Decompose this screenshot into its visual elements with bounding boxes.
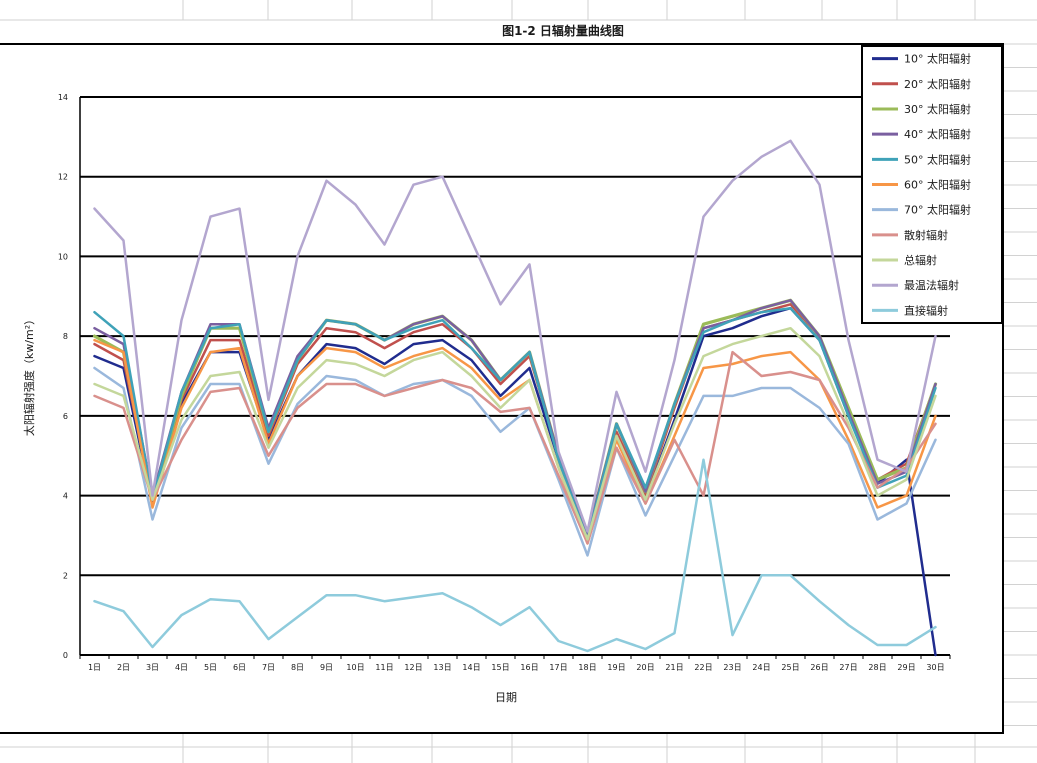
plot-area: 0 2 4 6 8 10 12 14 1日 2日 3日 4日 5日 6日 7日 8日 9日 10日 11日 12日 13… <box>58 93 951 672</box>
legend-label: 直接辐射 <box>904 303 948 317</box>
x-tick-label: 9日 <box>320 663 333 672</box>
y-tick-label: 0 <box>63 651 68 660</box>
legend-item: 直接辐射 <box>872 303 948 317</box>
legend-item: 70° 太阳辐射 <box>872 203 971 217</box>
y-tick-label: 8 <box>63 332 68 341</box>
x-tick-label: 24日 <box>752 663 770 672</box>
legend-item: 总辐射 <box>872 253 937 267</box>
y-tick-label: 4 <box>63 492 68 501</box>
series-line-10 <box>93 139 937 533</box>
x-tick-label: 1日 <box>88 663 101 672</box>
legend-label: 20° 太阳辐射 <box>904 77 971 91</box>
x-tick-label: 16日 <box>520 663 538 672</box>
y-tick-label: 10 <box>58 252 68 261</box>
x-tick-label: 15日 <box>491 663 509 672</box>
chart-area-border <box>0 43 1004 734</box>
legend-item: 散射辐射 <box>872 228 948 242</box>
x-tick-label: 5日 <box>204 663 217 672</box>
x-tick-label: 26日 <box>810 663 828 672</box>
legend-item: 40° 太阳辐射 <box>872 127 971 141</box>
y-tick-label: 2 <box>63 571 68 580</box>
chart-object[interactable]: 0 2 4 6 8 10 12 14 1日 2日 3日 4日 5日 6日 7日 8日 9日 10日 11日 12日 13… <box>0 43 1004 734</box>
x-tick-label: 21日 <box>665 663 683 672</box>
legend-item: 10° 太阳辐射 <box>872 52 971 66</box>
chart-area-background <box>0 44 1003 733</box>
y-axis-title: 太阳辐射强度（kw/m²） <box>22 314 36 436</box>
legend-label: 散射辐射 <box>904 228 948 242</box>
x-tick-label: 3日 <box>146 663 159 672</box>
legend-item: 30° 太阳辐射 <box>872 102 971 116</box>
x-tick-label: 25日 <box>781 663 799 672</box>
x-tick-label: 22日 <box>694 663 712 672</box>
x-tick-label: 23日 <box>723 663 741 672</box>
series-line-9 <box>93 326 937 541</box>
x-tick-label: 8日 <box>291 663 304 672</box>
x-tick-label: 17日 <box>549 663 567 672</box>
x-tick-label: 14日 <box>462 663 480 672</box>
legend-label: 30° 太阳辐射 <box>904 102 971 116</box>
legend-label: 40° 太阳辐射 <box>904 127 971 141</box>
legend-label: 总辐射 <box>904 253 937 267</box>
series-line-6 <box>93 338 937 545</box>
series-line-11 <box>93 458 937 653</box>
legend-label: 10° 太阳辐射 <box>904 52 971 66</box>
x-tick-label: 13日 <box>433 663 451 672</box>
x-tick-label: 11日 <box>375 663 393 672</box>
y-tick-label: 14 <box>58 93 68 102</box>
x-tick-label: 20日 <box>636 663 654 672</box>
chart-title: 图1-2 日辐射量曲线图 <box>502 23 624 38</box>
legend-item: 20° 太阳辐射 <box>872 77 971 91</box>
legend[interactable]: 10° 太阳辐射 20° 太阳辐射 30° 太阳辐射 40° 太阳辐射 50° 太阳辐射… <box>861 45 1003 324</box>
x-tick-label: 4日 <box>175 663 188 672</box>
x-tick-label: 18日 <box>578 663 596 672</box>
legend-item: 60° 太阳辐射 <box>872 178 971 192</box>
legend-label: 50° 太阳辐射 <box>904 152 971 166</box>
y-tick-label: 12 <box>58 173 68 182</box>
series-line-2 <box>93 303 937 537</box>
x-tick-label: 28日 <box>868 663 886 672</box>
legend-item: 50° 太阳辐射 <box>872 152 971 166</box>
x-tick-label: 27日 <box>839 663 857 672</box>
series-layer <box>92 139 938 657</box>
y-tick-label: 6 <box>63 412 68 421</box>
x-axis-title: 日期 <box>495 691 517 704</box>
series-line-5 <box>93 306 937 541</box>
legend-label: 60° 太阳辐射 <box>904 178 971 192</box>
legend-label: 最温法辐射 <box>904 278 959 292</box>
x-tick-label: 6日 <box>233 663 246 672</box>
x-tick-label: 2日 <box>117 663 130 672</box>
x-tick-label: 19日 <box>607 663 625 672</box>
x-tick-label: 29日 <box>897 663 915 672</box>
legend-item: 最温法辐射 <box>872 278 959 292</box>
x-tick-label: 10日 <box>346 663 364 672</box>
x-tick-label: 12日 <box>404 663 422 672</box>
x-tick-label: 30日 <box>926 663 944 672</box>
legend-label: 70° 太阳辐射 <box>904 203 971 217</box>
x-tick-label: 7日 <box>262 663 275 672</box>
series-line-8 <box>93 350 937 545</box>
series-line-7 <box>93 366 937 557</box>
